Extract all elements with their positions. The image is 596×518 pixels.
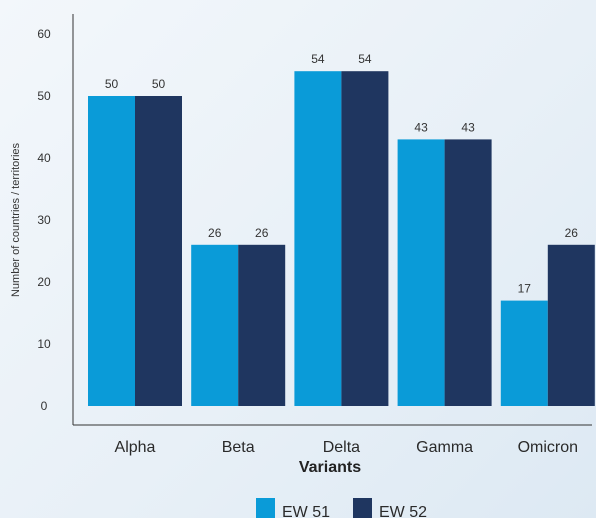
legend-label: EW 52 <box>379 504 427 518</box>
y-tick-label: 0 <box>41 399 48 413</box>
bar-omicron-ew51 <box>500 300 548 406</box>
data-label: 43 <box>461 120 475 134</box>
bar-beta-ew52 <box>238 244 286 406</box>
legend: EW 51 EW 52 <box>256 498 427 518</box>
y-axis-title: Number of countries / territories <box>10 142 22 297</box>
data-labels: 50 50 26 26 54 54 43 43 17 26 <box>105 52 578 295</box>
bar-delta-ew51 <box>294 71 342 406</box>
data-label: 54 <box>358 52 372 66</box>
x-tick-label: Gamma <box>416 439 473 456</box>
y-tick-label: 60 <box>37 27 51 41</box>
data-label: 17 <box>518 282 532 296</box>
legend-label: EW 51 <box>282 504 330 518</box>
x-tick-label: Omicron <box>518 439 578 456</box>
x-tick-label: Alpha <box>115 439 156 456</box>
data-label: 54 <box>311 52 325 66</box>
y-tick-label: 20 <box>37 275 51 289</box>
bars <box>88 71 595 406</box>
x-tick-label: Delta <box>323 439 360 456</box>
bar-alpha-ew51 <box>88 96 135 406</box>
data-label: 26 <box>208 226 222 240</box>
bar-delta-ew52 <box>341 71 389 406</box>
legend-swatch <box>256 498 275 518</box>
y-tick-label: 10 <box>37 337 51 351</box>
bar-alpha-ew52 <box>135 96 182 406</box>
data-label: 26 <box>255 226 269 240</box>
legend-swatch <box>353 498 372 518</box>
bar-gamma-ew52 <box>444 139 492 406</box>
data-label: 50 <box>152 77 166 91</box>
y-tick-label: 50 <box>37 89 51 103</box>
y-tick-label: 30 <box>37 213 51 227</box>
axes: 0 10 20 30 40 50 60 Number of countries / terri… <box>10 14 592 476</box>
x-tick-label: Beta <box>222 439 255 456</box>
bar-omicron-ew52 <box>547 244 595 406</box>
data-label: 43 <box>414 120 428 134</box>
x-axis-title: Variants <box>299 459 361 476</box>
bar-beta-ew51 <box>191 244 239 406</box>
y-tick-label: 40 <box>37 151 51 165</box>
bar-gamma-ew51 <box>397 139 445 406</box>
data-label: 26 <box>565 226 579 240</box>
data-label: 50 <box>105 77 119 91</box>
